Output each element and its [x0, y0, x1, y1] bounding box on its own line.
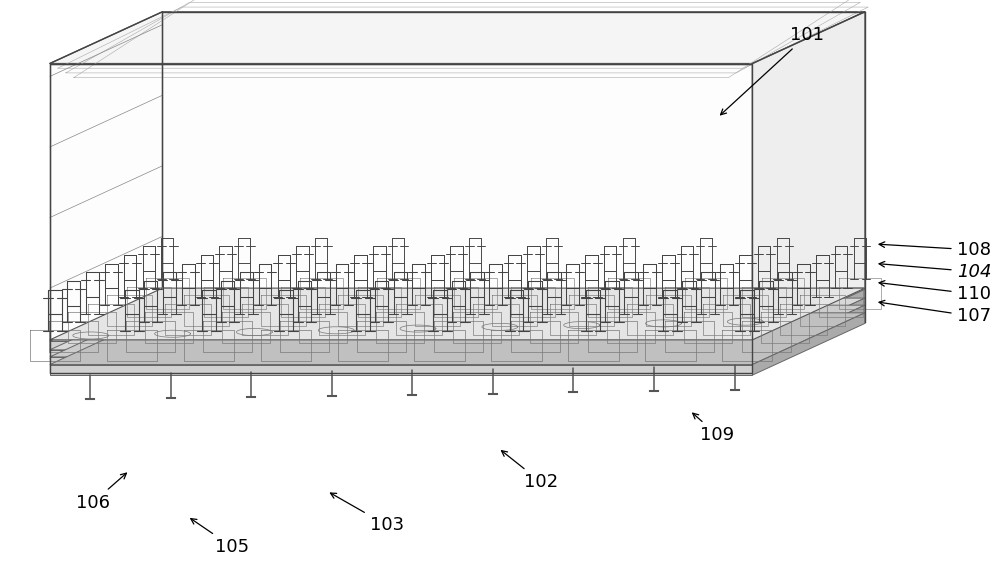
Polygon shape	[50, 298, 865, 350]
Polygon shape	[752, 298, 865, 357]
Text: 103: 103	[330, 493, 404, 534]
Text: 105: 105	[191, 519, 249, 556]
Polygon shape	[50, 12, 865, 64]
Polygon shape	[752, 313, 865, 375]
Text: 109: 109	[693, 413, 735, 444]
Polygon shape	[752, 289, 865, 350]
Polygon shape	[50, 289, 865, 341]
Text: 110: 110	[879, 280, 991, 303]
Polygon shape	[50, 365, 752, 375]
Text: 107: 107	[879, 300, 991, 325]
Polygon shape	[50, 288, 865, 340]
Polygon shape	[50, 307, 865, 359]
Polygon shape	[50, 341, 752, 350]
Polygon shape	[752, 298, 865, 359]
Polygon shape	[50, 357, 752, 365]
Text: 101: 101	[721, 26, 824, 115]
Polygon shape	[50, 359, 752, 369]
Polygon shape	[50, 341, 752, 350]
Polygon shape	[752, 12, 865, 373]
Polygon shape	[50, 289, 865, 341]
Polygon shape	[752, 289, 865, 350]
Text: 104: 104	[879, 262, 991, 280]
Text: 102: 102	[502, 450, 558, 491]
Polygon shape	[752, 307, 865, 369]
Polygon shape	[50, 64, 752, 373]
Text: 108: 108	[879, 241, 991, 259]
Polygon shape	[50, 298, 865, 350]
Polygon shape	[50, 305, 865, 357]
Polygon shape	[50, 350, 752, 357]
Polygon shape	[50, 313, 865, 365]
Polygon shape	[752, 305, 865, 365]
Polygon shape	[50, 350, 752, 359]
Text: 106: 106	[76, 473, 126, 512]
